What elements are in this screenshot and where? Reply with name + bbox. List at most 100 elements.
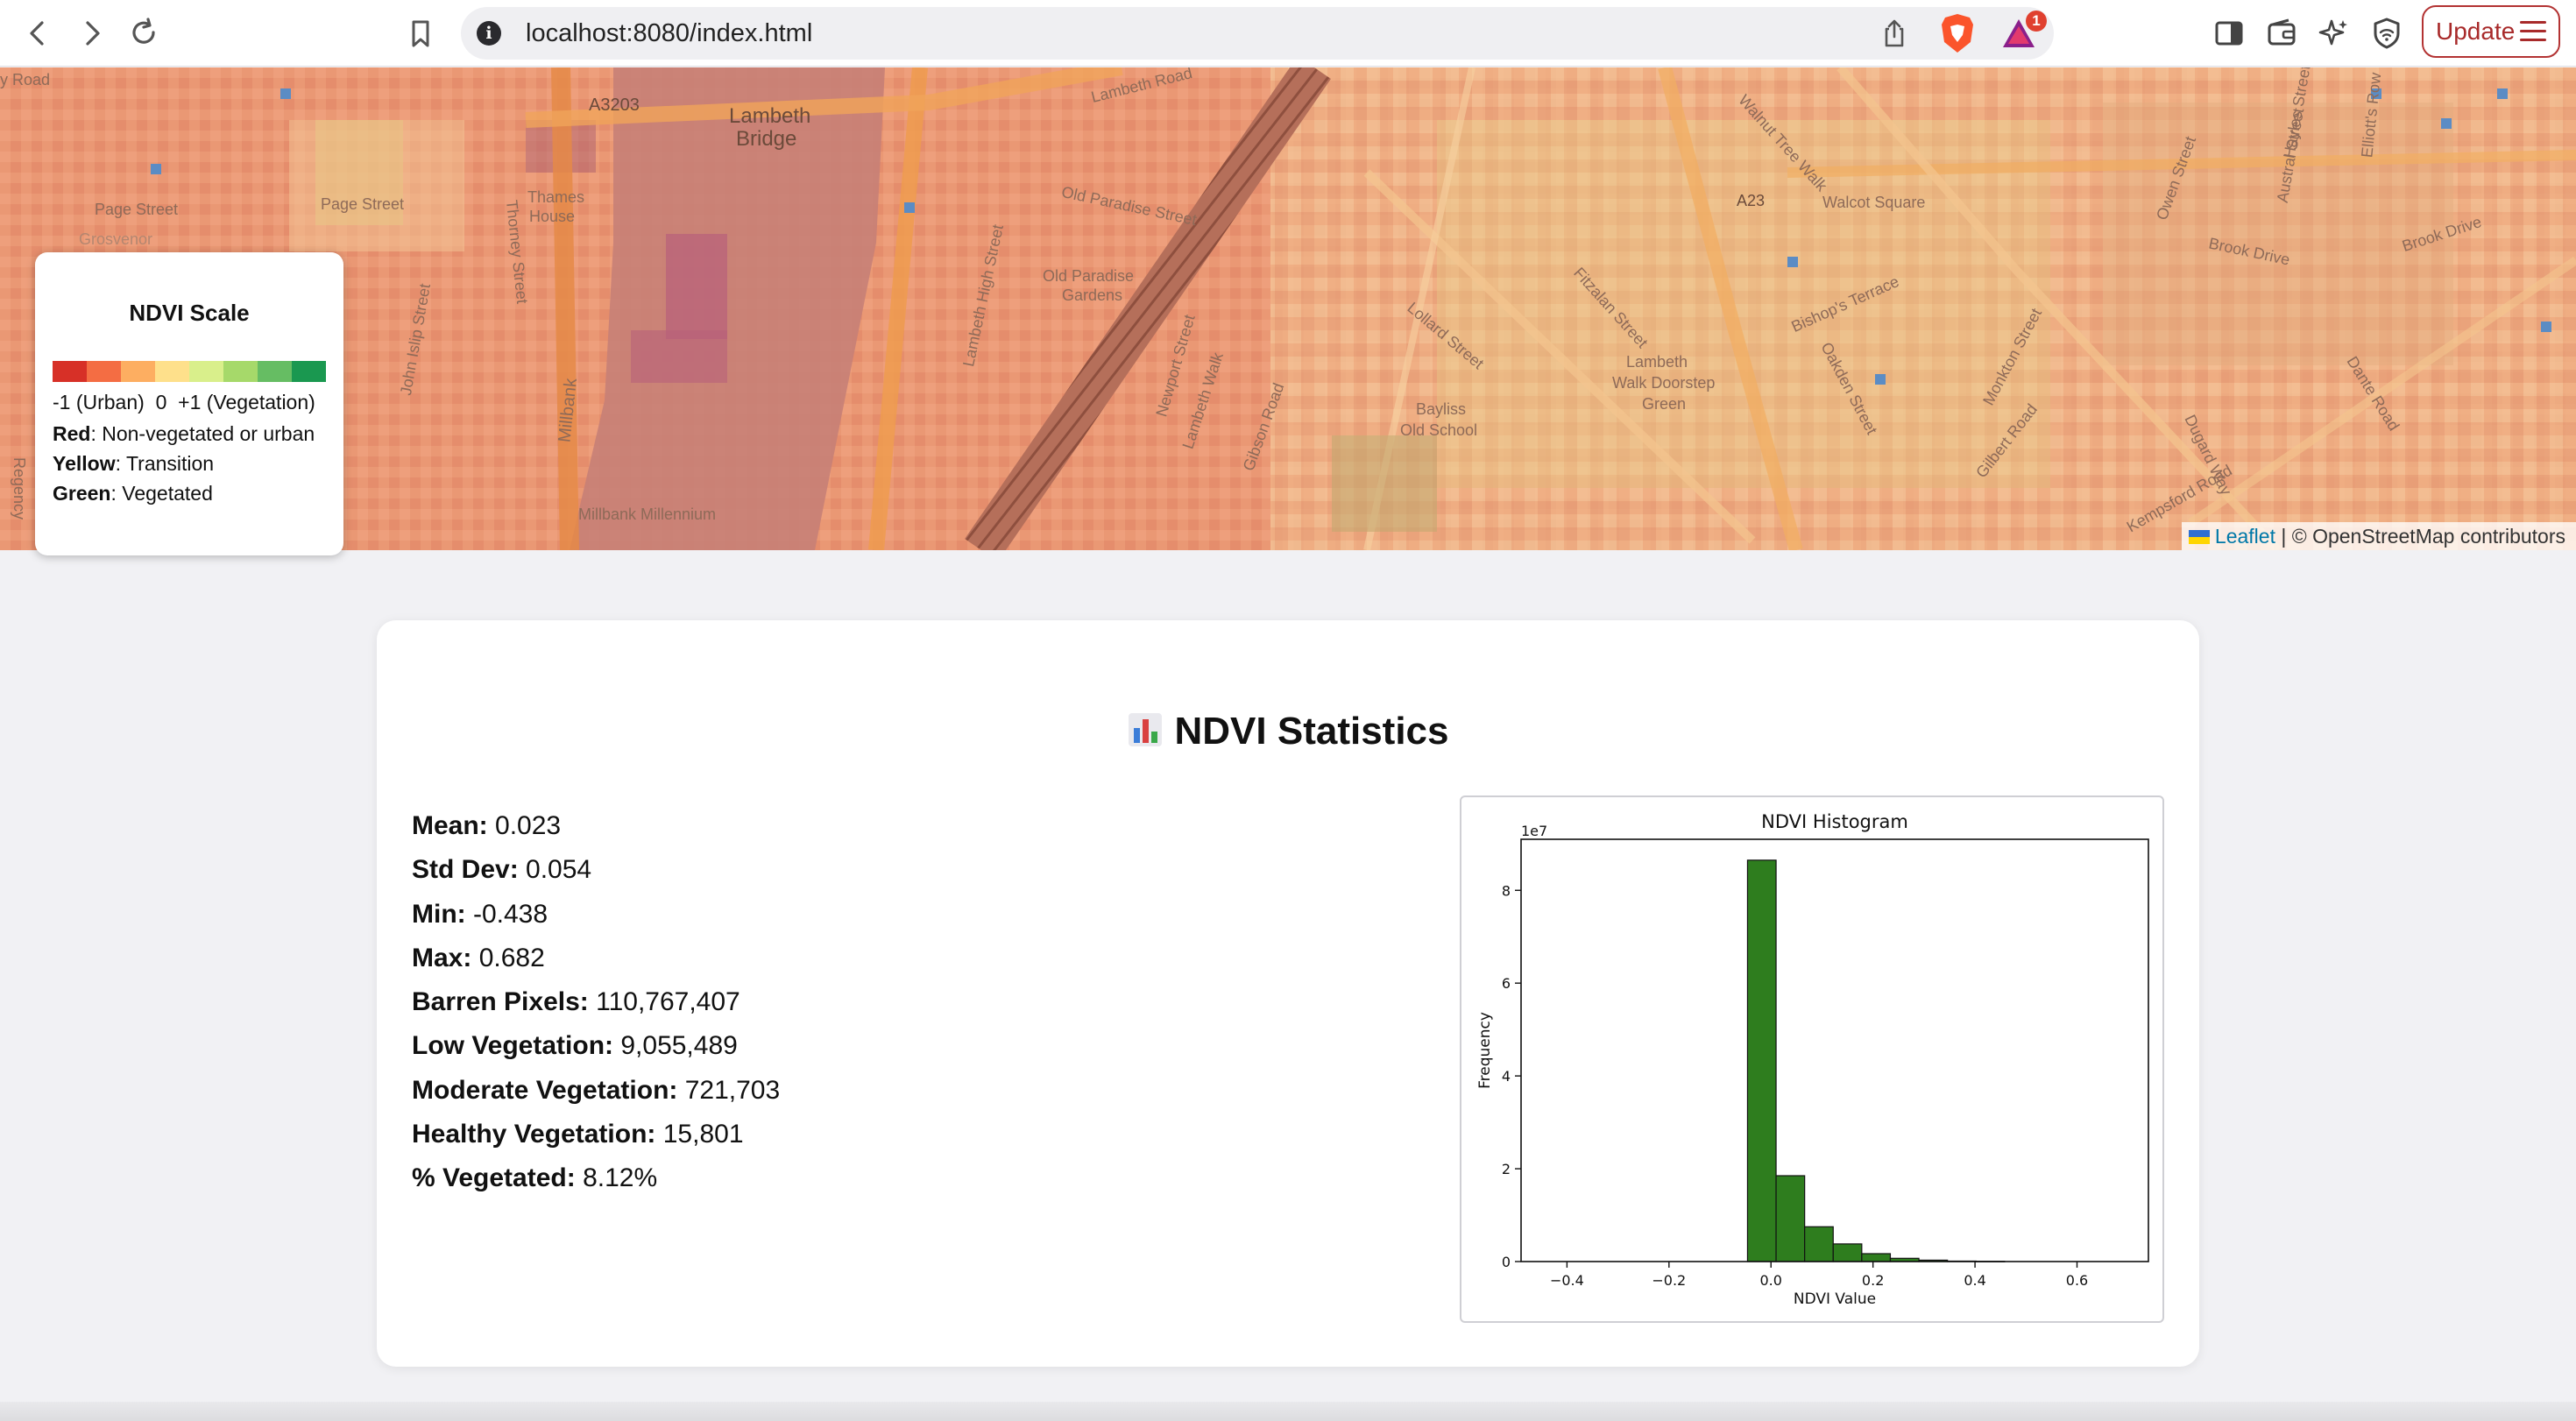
stat-label: Healthy Vegetation: — [412, 1120, 656, 1149]
stat-value: 9,055,489 — [620, 1031, 738, 1061]
brave-rewards-icon[interactable]: 1 — [1999, 11, 2047, 56]
stat-moderate-vegetation: Moderate Vegetation: 721,703 — [412, 1069, 780, 1113]
map-label: Old School — [1400, 421, 1478, 439]
map-label: Gardens — [1062, 286, 1123, 304]
brave-shields-icon[interactable] — [1938, 12, 1977, 54]
leo-ai-icon[interactable] — [2315, 14, 2353, 53]
stat-value: 110,767,407 — [596, 987, 740, 1017]
map-label: y Road — [0, 71, 51, 88]
map-label: Grosvenor — [79, 230, 153, 248]
legend-row-label: Yellow — [53, 452, 116, 475]
legend-scale: -1 (Urban) 0 +1 (Vegetation) — [53, 391, 315, 414]
legend-color-swatch — [223, 361, 258, 382]
legend-row-label: Red — [53, 422, 91, 445]
url-text[interactable]: localhost:8080/index.html — [526, 19, 813, 47]
histogram-x-label: NDVI Value — [1794, 1290, 1876, 1308]
stat-value: 721,703 — [684, 1075, 781, 1105]
x-tick-label: 0.4 — [1964, 1272, 1985, 1289]
stat-value: 0.023 — [495, 811, 562, 840]
histogram-bar — [1746, 859, 1777, 1262]
site-info-icon[interactable]: i — [477, 21, 501, 46]
update-button[interactable]: Update — [2422, 5, 2560, 58]
sidebar-toggle-icon[interactable] — [2210, 14, 2248, 53]
stat-value: 8.12% — [583, 1163, 658, 1193]
ndvi-legend: NDVI Scale -1 (Urban) 0 +1 (Vegetation) … — [35, 252, 343, 555]
stat-label: Mean: — [412, 811, 488, 840]
histogram-bar — [1804, 1226, 1834, 1262]
stat-label: % Vegetated: — [412, 1163, 576, 1193]
vpn-shield-icon[interactable] — [2367, 14, 2406, 53]
map-label: House — [529, 208, 576, 225]
legend-color-swatch — [258, 361, 292, 382]
y-tick-label: 2 — [1502, 1161, 1511, 1177]
update-label: Update — [2436, 18, 2516, 45]
map-label: Page Street — [321, 195, 405, 213]
legend-row-label: Green — [53, 482, 111, 505]
y-tick-label: 0 — [1502, 1254, 1511, 1270]
stat-barren-pixels: Barren Pixels: 110,767,407 — [412, 980, 780, 1024]
histogram-title: NDVI Histogram — [1761, 811, 1908, 832]
bar-chart-icon — [1128, 713, 1162, 746]
map-label: Old Paradise — [1043, 267, 1135, 285]
ndvi-statistics-card: NDVI Statistics Mean: 0.023 Std Dev: 0.0… — [377, 620, 2199, 1367]
histogram-bars — [1746, 859, 2006, 1262]
legend-row-yellow: Yellow: Transition — [53, 452, 214, 476]
address-bar[interactable]: i localhost:8080/index.html — [461, 7, 2054, 60]
browser-toolbar: i localhost:8080/index.html 1 Update — [0, 0, 2576, 67]
osm-attribution[interactable]: © OpenStreetMap contributors — [2291, 525, 2565, 548]
statistics-title-text: NDVI Statistics — [1174, 710, 1449, 753]
stat-healthy-vegetation: Healthy Vegetation: 15,801 — [412, 1113, 780, 1156]
stat-value: 0.054 — [526, 855, 592, 885]
legend-color-swatch — [87, 361, 121, 382]
legend-row-red: Red: Non-vegetated or urban — [53, 422, 315, 446]
x-tick-label: 0.2 — [1862, 1272, 1884, 1289]
histogram-y-multiplier: 1e7 — [1521, 823, 1547, 839]
stat-low-vegetation: Low Vegetation: 9,055,489 — [412, 1024, 780, 1068]
legend-color-swatch — [292, 361, 326, 382]
leaflet-link[interactable]: Leaflet — [2214, 525, 2275, 548]
x-tick-label: −0.4 — [1550, 1272, 1584, 1289]
back-arrow-icon[interactable] — [19, 14, 58, 53]
legend-title: NDVI Scale — [129, 300, 250, 326]
x-tick-label: 0.0 — [1760, 1272, 1782, 1289]
ukraine-flag-icon — [2188, 530, 2210, 544]
map-label: Bayliss — [1416, 400, 1467, 418]
legend-row-text: : Non-vegetated or urban — [90, 422, 315, 445]
stat-value: -0.438 — [472, 899, 548, 929]
share-icon[interactable] — [1879, 18, 1910, 49]
bookmark-icon[interactable] — [401, 14, 440, 53]
stat-percent-vegetated: % Vegetated: 8.12% — [412, 1156, 780, 1200]
map-label: Millbank Millennium — [578, 505, 717, 523]
map-tiles — [0, 67, 2576, 550]
histogram-bar — [1861, 1253, 1892, 1262]
map-label: Regency — [11, 456, 29, 520]
histogram-bar — [1775, 1175, 1806, 1262]
ndvi-histogram-image: NDVI Histogram 1e7 −0.4 −0.2 0.0 0.2 0.4 0.6 … — [1460, 795, 2164, 1323]
bottom-edge — [0, 1402, 2576, 1421]
map-label: Green — [1642, 395, 1687, 413]
stat-label: Low Vegetation: — [412, 1031, 614, 1061]
menu-icon — [2520, 21, 2546, 42]
stat-label: Std Dev: — [412, 855, 519, 885]
legend-color-bar — [53, 361, 326, 382]
y-tick-label: 6 — [1502, 975, 1511, 992]
x-tick-label: 0.6 — [2066, 1272, 2088, 1289]
wallet-icon[interactable] — [2262, 14, 2301, 53]
stat-max: Max: 0.682 — [412, 937, 780, 980]
reload-icon[interactable] — [124, 14, 163, 53]
legend-row-text: : Transition — [115, 452, 215, 475]
map-label: Lambeth — [1626, 353, 1688, 371]
legend-color-swatch — [155, 361, 189, 382]
statistics-title: NDVI Statistics — [377, 710, 2199, 753]
stat-value: 15,801 — [662, 1120, 744, 1149]
y-tick-label: 4 — [1502, 1068, 1511, 1085]
stat-label: Min: — [412, 899, 466, 929]
map-label: Thames — [527, 188, 585, 206]
map-label: Walcot Square — [1822, 194, 1926, 211]
map-label: Lambeth — [729, 104, 811, 128]
legend-color-swatch — [189, 361, 223, 382]
stat-mean: Mean: 0.023 — [412, 804, 780, 848]
ndvi-map[interactable]: y Road A3203 Lambeth Bridge Page Street … — [0, 67, 2576, 550]
y-tick-label: 8 — [1502, 882, 1511, 899]
forward-arrow-icon[interactable] — [72, 14, 110, 53]
